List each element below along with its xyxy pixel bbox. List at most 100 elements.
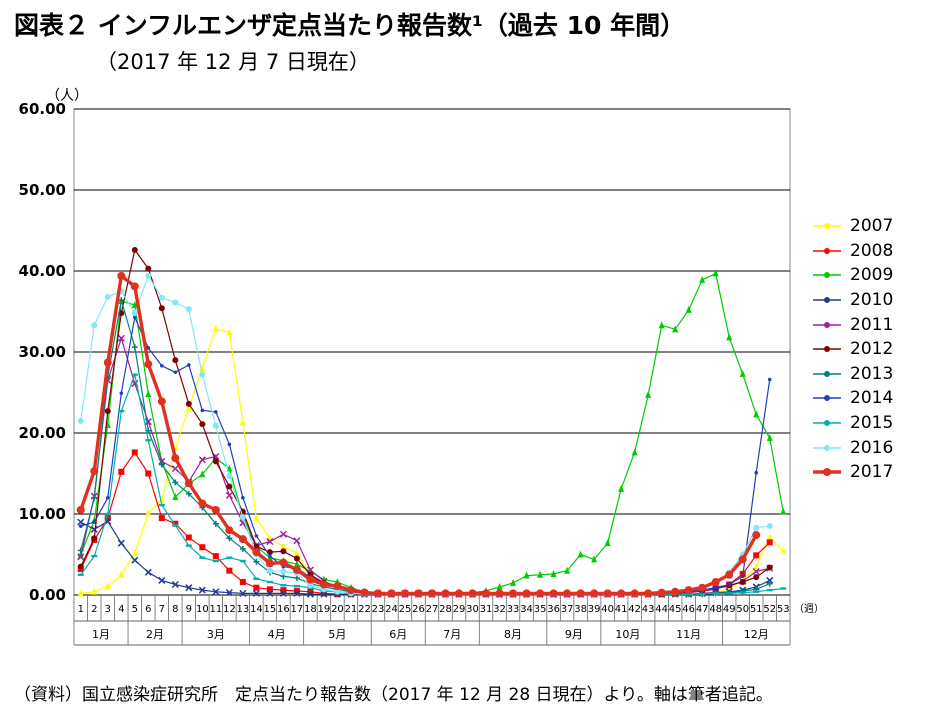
data-point-2010	[117, 539, 125, 547]
data-point-2016	[131, 310, 138, 317]
data-point-2011	[198, 456, 206, 464]
data-point-2012	[104, 408, 111, 415]
data-point-2008	[118, 468, 125, 475]
data-point-2009	[591, 555, 598, 563]
data-point-2017	[698, 583, 707, 592]
data-point-2012	[226, 483, 233, 490]
data-point-2014	[214, 410, 218, 414]
data-point-2014	[119, 391, 124, 396]
x-tick-label: 37	[561, 604, 574, 615]
data-point-2015	[253, 577, 260, 580]
data-point-2009	[577, 550, 584, 558]
data-point-2007	[131, 548, 138, 556]
data-point-2013	[158, 461, 165, 468]
data-point-2010	[185, 584, 193, 592]
y-tick-label: 50.00	[19, 181, 66, 199]
legend-item-2008: 2008	[812, 239, 893, 264]
legend-item-2015: 2015	[812, 411, 893, 436]
data-point-2007	[118, 570, 125, 578]
x-tick-label: 32	[493, 604, 506, 615]
data-point-2008	[172, 520, 179, 527]
data-point-2007	[780, 546, 787, 554]
data-point-2014	[78, 524, 83, 528]
data-point-2009	[199, 470, 206, 478]
month-label: 8月	[504, 628, 522, 641]
data-point-2008	[199, 544, 206, 551]
x-tick-label: 18	[304, 604, 317, 615]
data-point-2017	[657, 588, 666, 597]
data-point-2014	[200, 408, 205, 413]
x-tick-label: 6	[145, 604, 151, 615]
data-point-2017	[130, 282, 139, 291]
legend-marker	[823, 468, 831, 477]
y-axis-unit-label: （人）	[46, 88, 88, 104]
legend-swatch-2007	[813, 223, 841, 230]
data-point-2008	[266, 586, 273, 593]
data-point-2010	[252, 589, 260, 597]
data-point-2016	[266, 567, 273, 574]
data-point-2010	[171, 580, 179, 589]
data-point-2015	[766, 588, 773, 592]
data-point-2009	[645, 390, 652, 398]
data-point-2015	[104, 512, 111, 516]
legend-marker	[824, 420, 830, 427]
x-tick-label: 12	[223, 604, 236, 615]
x-tick-label: 21	[345, 604, 358, 615]
data-point-2017	[441, 589, 450, 598]
x-tick-label: 46	[682, 604, 695, 615]
data-point-2017	[211, 505, 220, 514]
x-tick-label: 2	[91, 604, 97, 615]
data-point-2011	[293, 537, 301, 545]
x-tick-label: 23	[372, 604, 385, 615]
data-point-2017	[738, 555, 747, 564]
data-point-2017	[76, 505, 85, 514]
data-point-2015	[712, 592, 719, 595]
data-point-2015	[293, 584, 300, 588]
x-tick-label: 20	[331, 604, 344, 615]
legend-item-2013: 2013	[812, 362, 893, 387]
legend-marker	[824, 346, 830, 353]
data-point-2016	[226, 472, 233, 479]
data-point-2017	[468, 589, 477, 598]
data-point-2012	[212, 458, 219, 465]
data-point-2009	[550, 569, 557, 577]
x-tick-label: 14	[250, 604, 263, 615]
x-tick-label: 51	[750, 604, 763, 615]
x-tick-label: 44	[655, 604, 668, 615]
x-tick-label: 4	[118, 604, 124, 615]
data-point-2017	[576, 589, 585, 598]
data-point-2014	[187, 363, 191, 367]
month-label: 7月	[443, 628, 461, 641]
data-point-2008	[766, 539, 773, 546]
month-label: 2月	[146, 628, 164, 641]
data-point-2015	[145, 439, 152, 442]
data-point-2014	[713, 585, 718, 590]
x-tick-label: 3	[105, 604, 111, 615]
data-point-2011	[171, 465, 179, 473]
data-point-2015	[685, 592, 692, 596]
data-point-2009	[780, 507, 787, 515]
data-point-2011	[117, 334, 125, 342]
data-point-2013	[766, 580, 773, 587]
data-point-2009	[658, 321, 665, 329]
data-point-2013	[212, 520, 219, 527]
data-point-2007	[77, 589, 84, 597]
legend-swatch-2010	[813, 297, 841, 304]
data-point-2012	[131, 246, 138, 253]
y-tick-label: 0.00	[29, 586, 66, 604]
data-point-2007	[226, 328, 233, 336]
month-label: 3月	[207, 628, 225, 641]
x-tick-label: 16	[277, 604, 290, 615]
data-point-2009	[537, 570, 544, 578]
legend-item-2009: 2009	[812, 263, 893, 288]
data-point-2008	[226, 567, 233, 574]
x-tick-label: 31	[480, 604, 493, 615]
x-tick-label: 22	[358, 604, 371, 615]
data-point-2010	[279, 589, 287, 597]
data-point-2013	[172, 479, 179, 486]
data-point-2009	[564, 566, 571, 574]
data-point-2017	[590, 589, 599, 598]
data-point-2017	[265, 559, 274, 568]
data-point-2014	[727, 582, 732, 587]
x-tick-label: 8	[172, 604, 178, 615]
